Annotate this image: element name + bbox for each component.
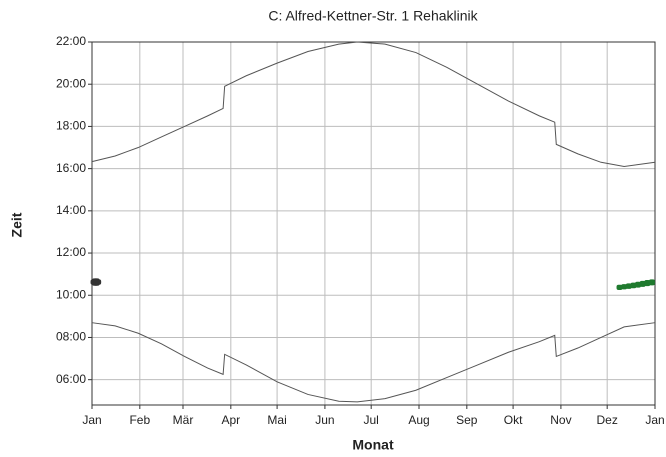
y-tick-label: 10:00	[56, 287, 86, 301]
x-tick-label: Mai	[267, 413, 286, 427]
shadow-mark	[635, 281, 642, 288]
shadow-mark	[648, 279, 655, 286]
x-tick-label: Apr	[221, 413, 240, 427]
y-tick-label: 08:00	[56, 330, 86, 344]
plot-frame	[91, 41, 656, 406]
shadow-mark	[639, 280, 646, 287]
time-line	[91, 41, 656, 168]
shadow-mark	[95, 279, 102, 285]
x-tick-label: Jan	[645, 413, 664, 427]
y-tick-label: 20:00	[56, 76, 86, 90]
x-axis-label: Monat	[352, 437, 394, 453]
y-tick-label: 06:00	[56, 372, 86, 386]
shadow-mark	[616, 284, 623, 290]
x-tick-label: Aug	[408, 413, 429, 427]
shadow-mark	[644, 280, 651, 287]
x-tick-label: Nov	[550, 413, 571, 427]
y-axis-label: Zeit	[9, 212, 25, 237]
x-tick-label: Mär	[173, 413, 194, 427]
x-tick-label: Dez	[597, 413, 618, 427]
x-tick-label: Jun	[315, 413, 334, 427]
shadow-mark	[621, 284, 628, 290]
y-tick-label: 16:00	[56, 161, 86, 175]
chart-title: C: Alfred-Kettner-Str. 1 Rehaklinik	[268, 8, 478, 24]
x-tick-label: Feb	[129, 413, 150, 427]
shadow-mark	[625, 283, 632, 289]
time-line	[91, 322, 656, 403]
y-tick-label: 12:00	[56, 245, 86, 259]
y-tick-label: 18:00	[56, 119, 86, 133]
x-tick-label: Okt	[504, 413, 523, 427]
x-tick-label: Jan	[82, 413, 101, 427]
y-tick-label: 22:00	[56, 34, 86, 48]
y-tick-label: 14:00	[56, 203, 86, 217]
shadow-mark	[630, 282, 637, 289]
x-tick-label: Jul	[364, 413, 379, 427]
x-tick-label: Sep	[456, 413, 478, 427]
